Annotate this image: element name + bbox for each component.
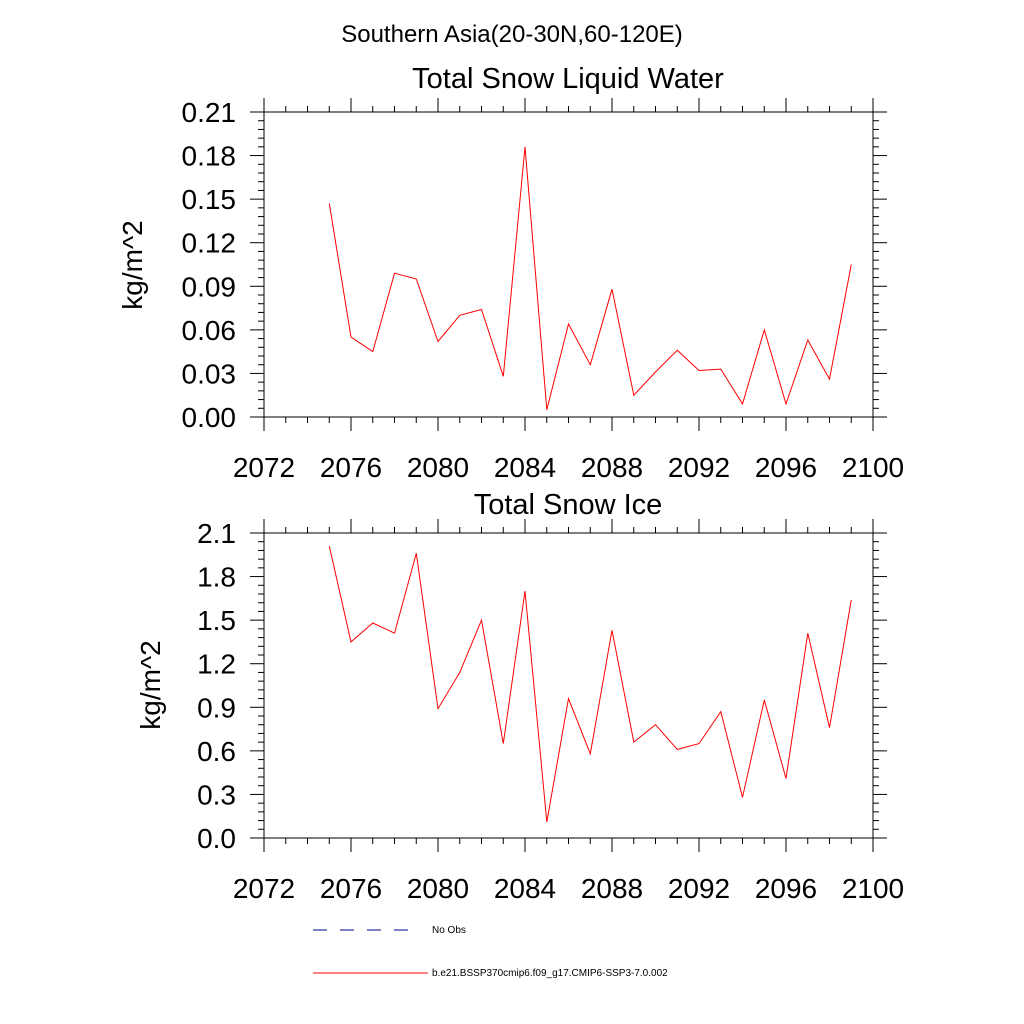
y-tick-label: 0.9	[197, 692, 236, 723]
y-tick-label: 1.5	[197, 605, 236, 636]
panel-snow-ice: Total Snow Ice kg/m^2 2072 2076 2080 2084 20…	[135, 489, 904, 904]
series-line	[328, 545, 852, 823]
x-tick-label: 2096	[755, 873, 817, 904]
y-tick-label: 1.2	[197, 649, 236, 680]
y-tick-label: 2.1	[197, 518, 236, 549]
x-tick-label: 2088	[581, 873, 643, 904]
y-tick-label: 0.3	[197, 779, 236, 810]
y-tick-label: 0.00	[182, 402, 237, 433]
x-tick-label: 2076	[320, 452, 382, 483]
legend-label-model: b.e21.BSSP370cmip6.f09_g17.CMIP6-SSP3-7.…	[432, 968, 668, 979]
panel-title: Total Snow Liquid Water	[412, 63, 724, 95]
panel-snow-liquid-water: Total Snow Liquid Water kg/m^2 2072 2076 2…	[117, 63, 904, 483]
y-tick-label: 0.12	[182, 228, 237, 259]
x-tick-label: 2084	[494, 452, 556, 483]
x-tick-label: 2080	[407, 873, 469, 904]
x-tick-label: 2072	[233, 873, 295, 904]
y-tick-label: 0.06	[182, 315, 237, 346]
series-line	[328, 146, 852, 410]
y-tick-label: 0.03	[182, 358, 237, 389]
y-tick-label: 0.0	[197, 823, 236, 854]
y-tick-label: 0.6	[197, 736, 236, 767]
y-tick-label: 0.21	[182, 97, 237, 128]
x-tick-label: 2096	[755, 452, 817, 483]
legend: No Obs b.e21.BSSP370cmip6.f09_g17.CMIP6-…	[313, 925, 668, 979]
x-tick-label: 2100	[842, 452, 904, 483]
x-tick-label: 2080	[407, 452, 469, 483]
y-tick-label: 0.18	[182, 141, 237, 172]
panel-title: Total Snow Ice	[474, 489, 663, 521]
x-tick-label: 2100	[842, 873, 904, 904]
plot-frame	[263, 532, 874, 839]
figure-title: Southern Asia(20-30N,60-120E)	[341, 21, 683, 48]
y-axis-label: kg/m^2	[135, 640, 166, 729]
x-tick-label: 2092	[668, 873, 730, 904]
y-tick-label: 0.15	[182, 184, 237, 215]
x-tick-label: 2076	[320, 873, 382, 904]
x-tick-label: 2072	[233, 452, 295, 483]
legend-label-no-obs: No Obs	[432, 925, 466, 936]
y-tick-label: 1.8	[197, 562, 236, 593]
x-tick-label: 2084	[494, 873, 556, 904]
x-tick-label: 2092	[668, 452, 730, 483]
y-tick-label: 0.09	[182, 271, 237, 302]
plot-frame	[263, 111, 874, 418]
y-axis-label: kg/m^2	[117, 220, 148, 309]
x-tick-label: 2088	[581, 452, 643, 483]
